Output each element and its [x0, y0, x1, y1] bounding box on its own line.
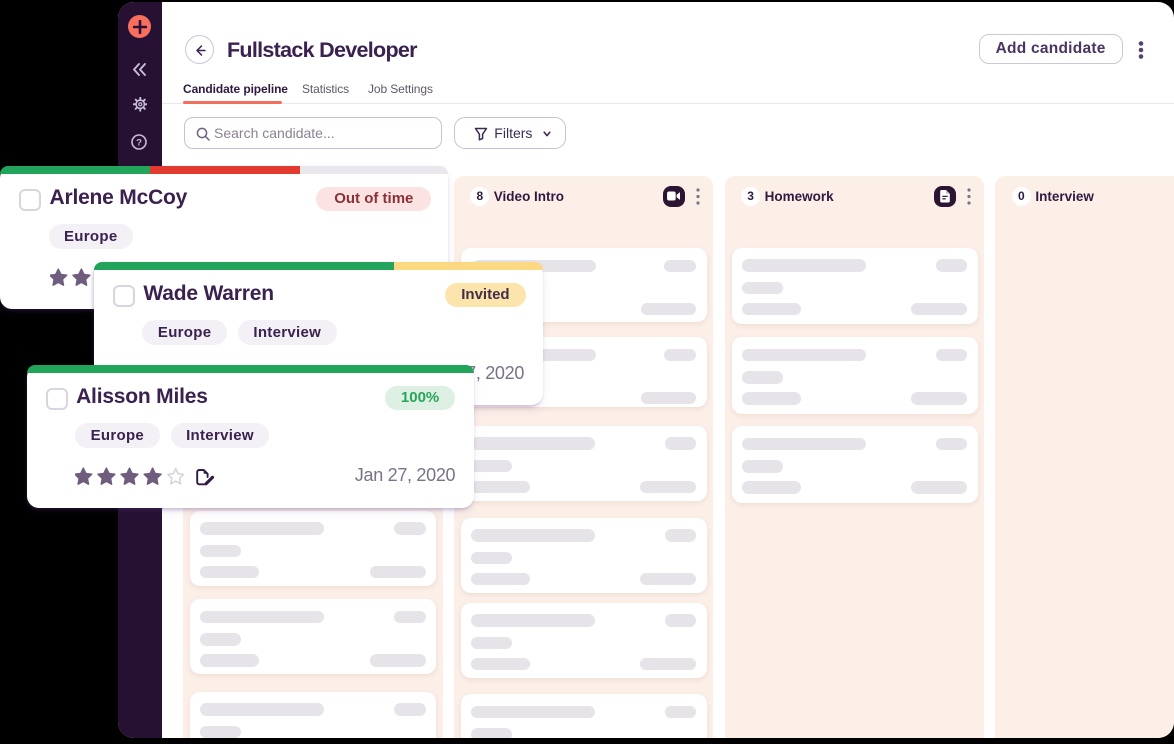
- svg-text:?: ?: [136, 137, 142, 148]
